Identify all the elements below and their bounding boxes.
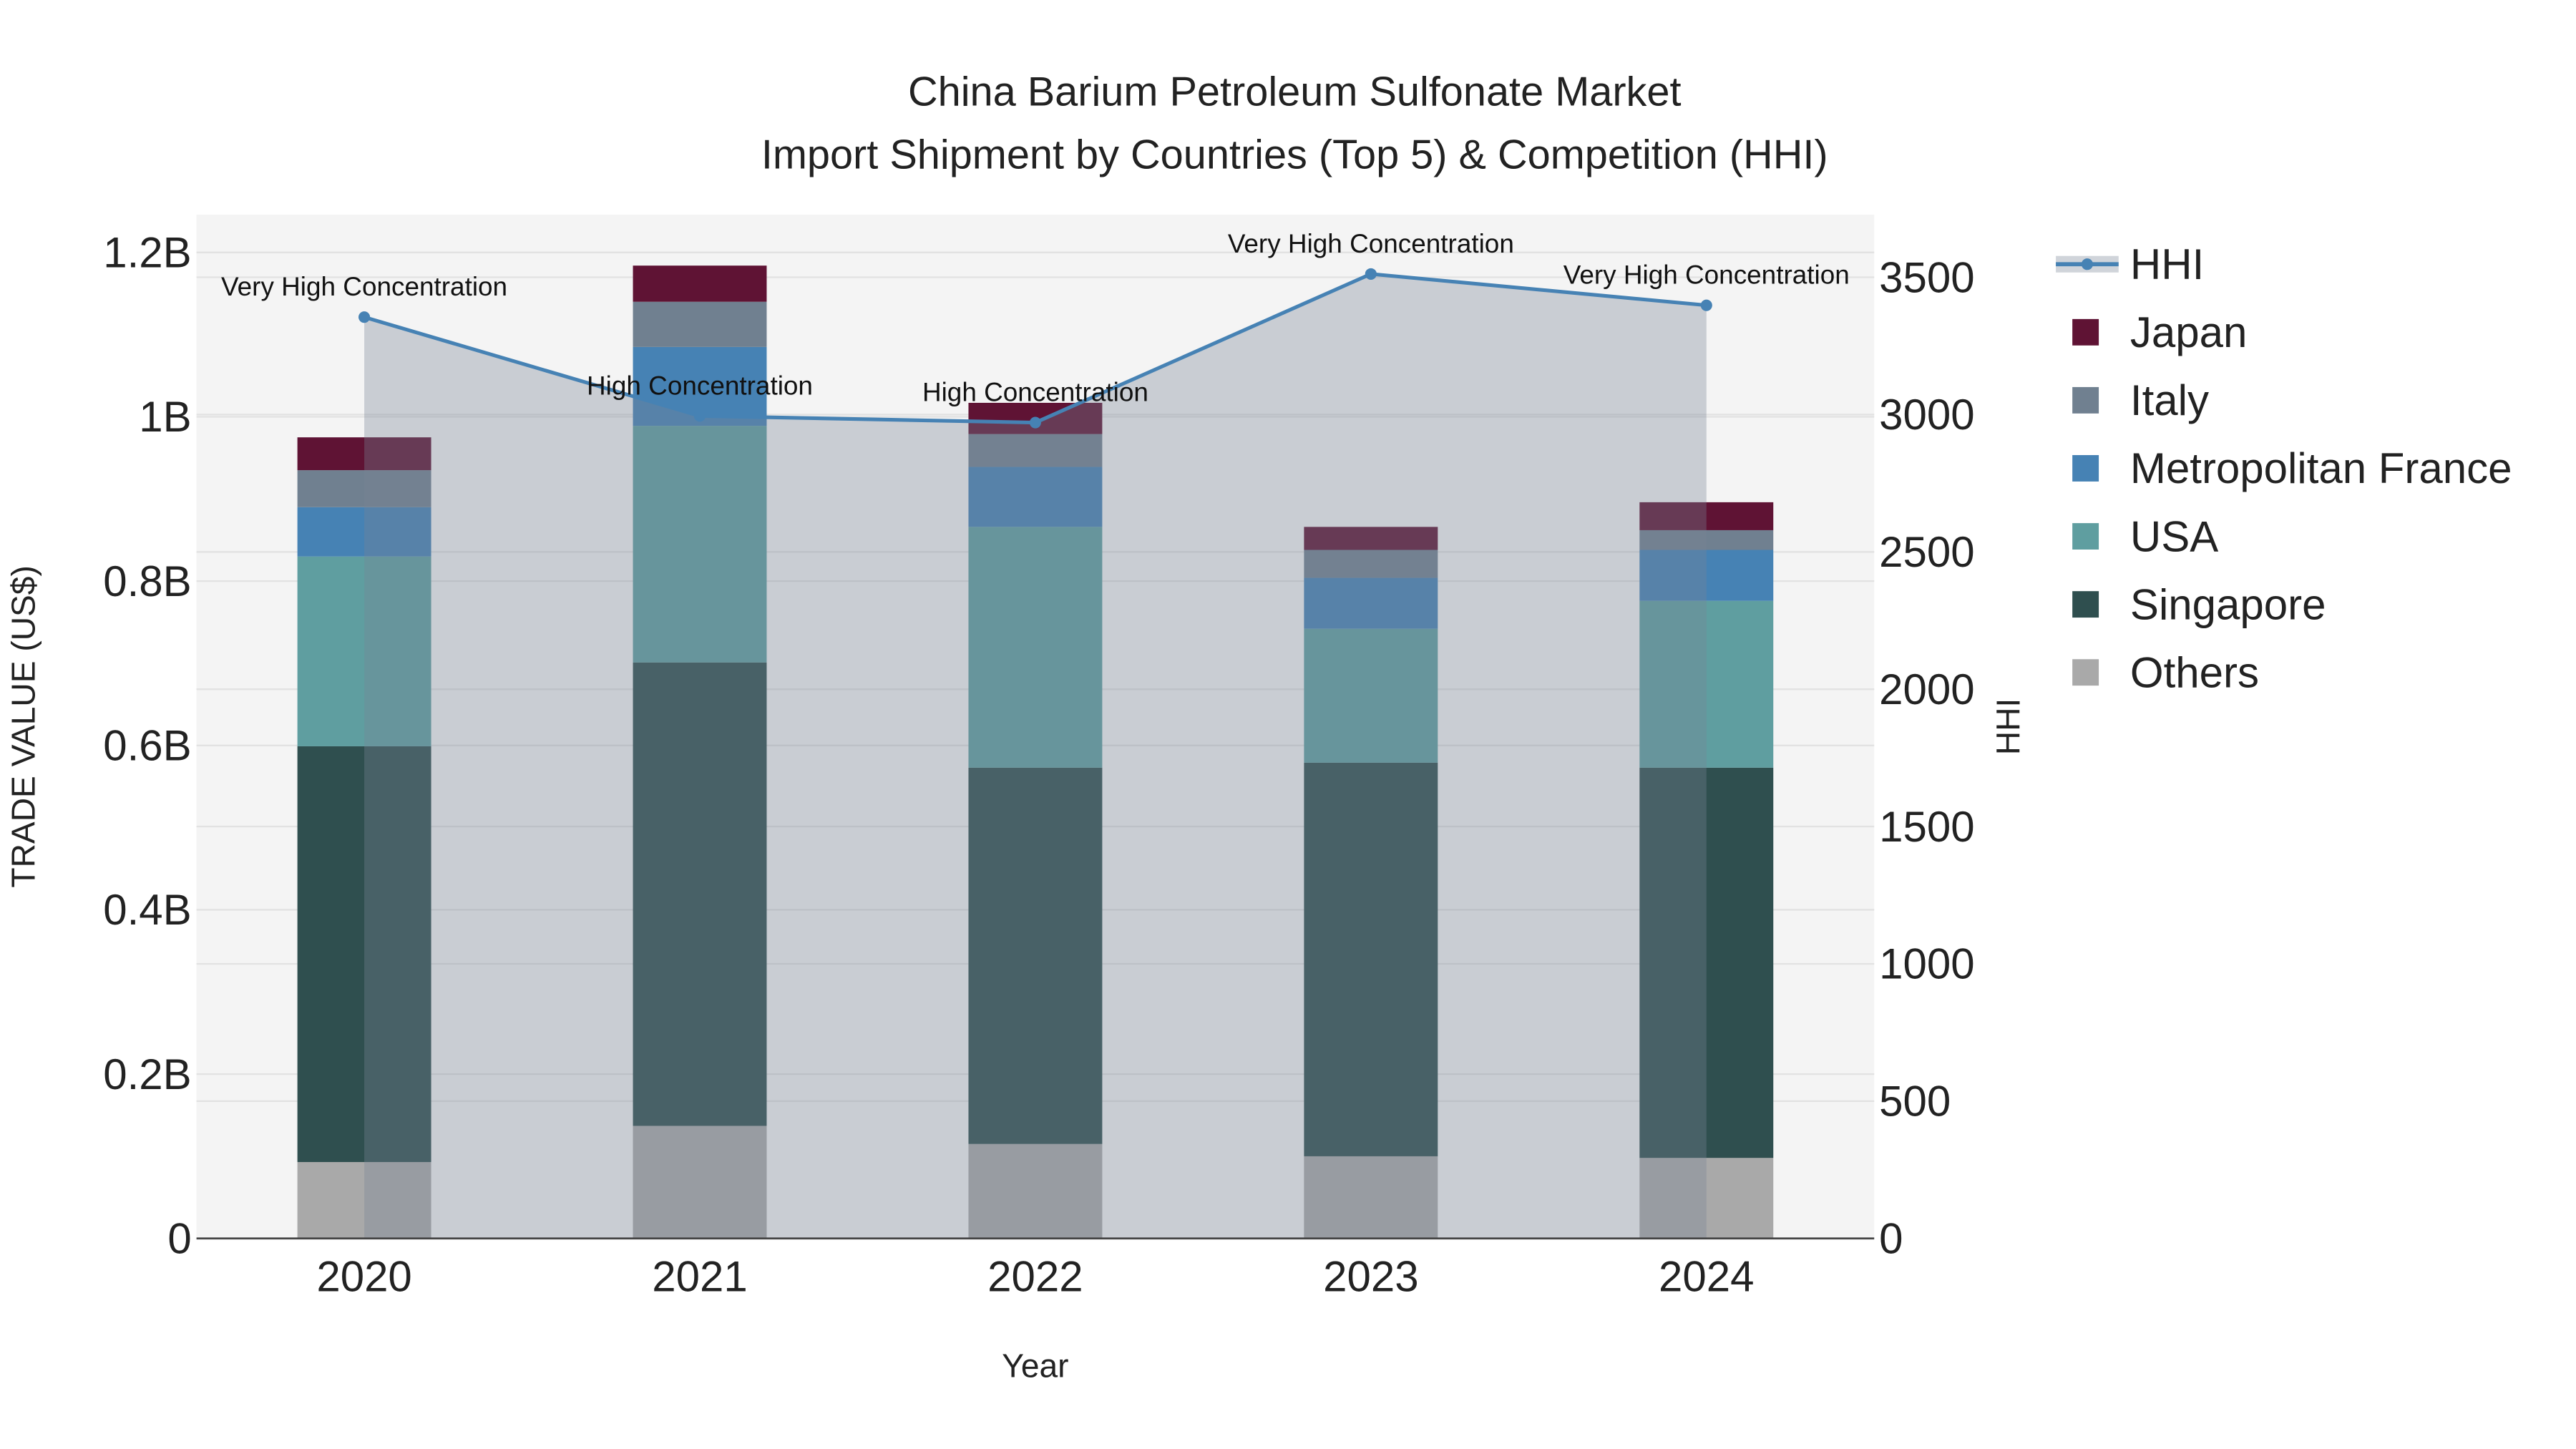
y2-tick-label: 3000 [1879,391,1974,439]
bar-singapore [1304,762,1438,1156]
bar-singapore [297,746,431,1162]
legend-swatch [2072,591,2099,618]
y-tick-label: 0.2B [103,1050,191,1098]
bar-japan [633,265,767,302]
y-tick-label: 0 [167,1215,191,1263]
bar-japan [1304,527,1438,550]
legend-label: Metropolitan France [2130,444,2512,492]
legend-label: Others [2130,648,2259,696]
y2-tick-label: 1000 [1879,940,1974,988]
y2-tick-label: 1500 [1879,803,1974,851]
legend-label: Japan [2130,308,2247,356]
hhi-series: Very High Concentration High Concentratio… [221,229,1850,1239]
chart-title: China Barium Petroleum Sulfonate Market [908,69,1682,115]
bar-usa [633,426,767,663]
bar-singapore [968,767,1103,1144]
bar-usa [968,527,1103,768]
bar-usa [297,556,431,746]
x-tick-label: 2023 [1323,1253,1418,1301]
hhi-point [358,311,371,323]
bar-others [968,1143,1103,1239]
hhi-area [364,273,1707,1239]
bar-singapore [633,662,767,1126]
legend-label: HHI [2130,240,2204,288]
bar-others [633,1126,767,1239]
axes: 0 0.2B 0.4B 0.6B 0.8B 1B 1.2B 0 500 1000 1500 2000 2… [103,229,1974,1301]
x-tick-label: 2024 [1659,1253,1754,1301]
y-tick-label: 0.8B [103,557,191,605]
y2-tick-label: 500 [1879,1078,1951,1126]
x-tick-label: 2020 [316,1253,411,1301]
bar-italy [633,301,767,347]
legend-label: Italy [2130,376,2209,424]
y-tick-label: 1.2B [103,229,191,277]
hhi-annotation: High Concentration [922,378,1148,407]
bar-others [1304,1156,1438,1239]
bar-metropolitan-france [1639,550,1774,601]
hhi-annotation: Very High Concentration [1563,260,1850,290]
y2-axis-title: HHI [1989,698,2026,755]
y2-tick-label: 3500 [1879,253,1974,301]
x-tick-label: 2022 [987,1253,1083,1301]
legend-swatch [2072,455,2099,482]
y-axis-title: TRADE VALUE (US$) [4,565,42,887]
y-tick-label: 1B [139,393,191,441]
y2-tick-label: 2500 [1879,528,1974,576]
bar-japan [1639,502,1774,530]
y-tick-label: 0.4B [103,886,191,934]
legend-label: USA [2130,512,2218,560]
bar-metropolitan-france [968,467,1103,527]
bar-metropolitan-france [297,507,431,557]
legend-swatch [2072,659,2099,686]
y2-tick-label: 0 [1879,1215,1903,1263]
legend-marker-hhi [2081,258,2093,270]
bar-others [1639,1158,1774,1239]
y-tick-label: 0.6B [103,722,191,770]
bar-usa [1639,600,1774,768]
bar-italy [297,470,431,507]
bar-japan [297,437,431,471]
hhi-annotation: Very High Concentration [1228,229,1514,258]
legend: HHI Japan Italy Metropolitan France USA Singa… [2056,240,2512,696]
x-tick-label: 2021 [652,1253,747,1301]
bar-singapore [1639,767,1774,1158]
hhi-annotation: High Concentration [587,371,813,400]
legend-swatch [2072,523,2099,550]
bars [297,265,1774,1239]
bar-italy [1639,530,1774,550]
bar-italy [968,434,1103,467]
hhi-point [1700,299,1712,311]
hhi-point [693,410,706,422]
hhi-annotation: Very High Concentration [221,272,507,301]
bar-others [297,1161,431,1239]
bar-italy [1304,550,1438,578]
bar-metropolitan-france [1304,577,1438,629]
y2-tick-label: 2000 [1879,665,1974,713]
chart-subtitle: Import Shipment by Countries (Top 5) & C… [761,132,1828,177]
bar-usa [1304,628,1438,763]
x-axis-title: Year [1002,1347,1068,1385]
legend-swatch [2072,386,2099,414]
hhi-point [1365,268,1377,280]
legend-swatch [2072,318,2099,346]
legend-label: Singapore [2130,580,2326,628]
hhi-point [1029,416,1041,429]
